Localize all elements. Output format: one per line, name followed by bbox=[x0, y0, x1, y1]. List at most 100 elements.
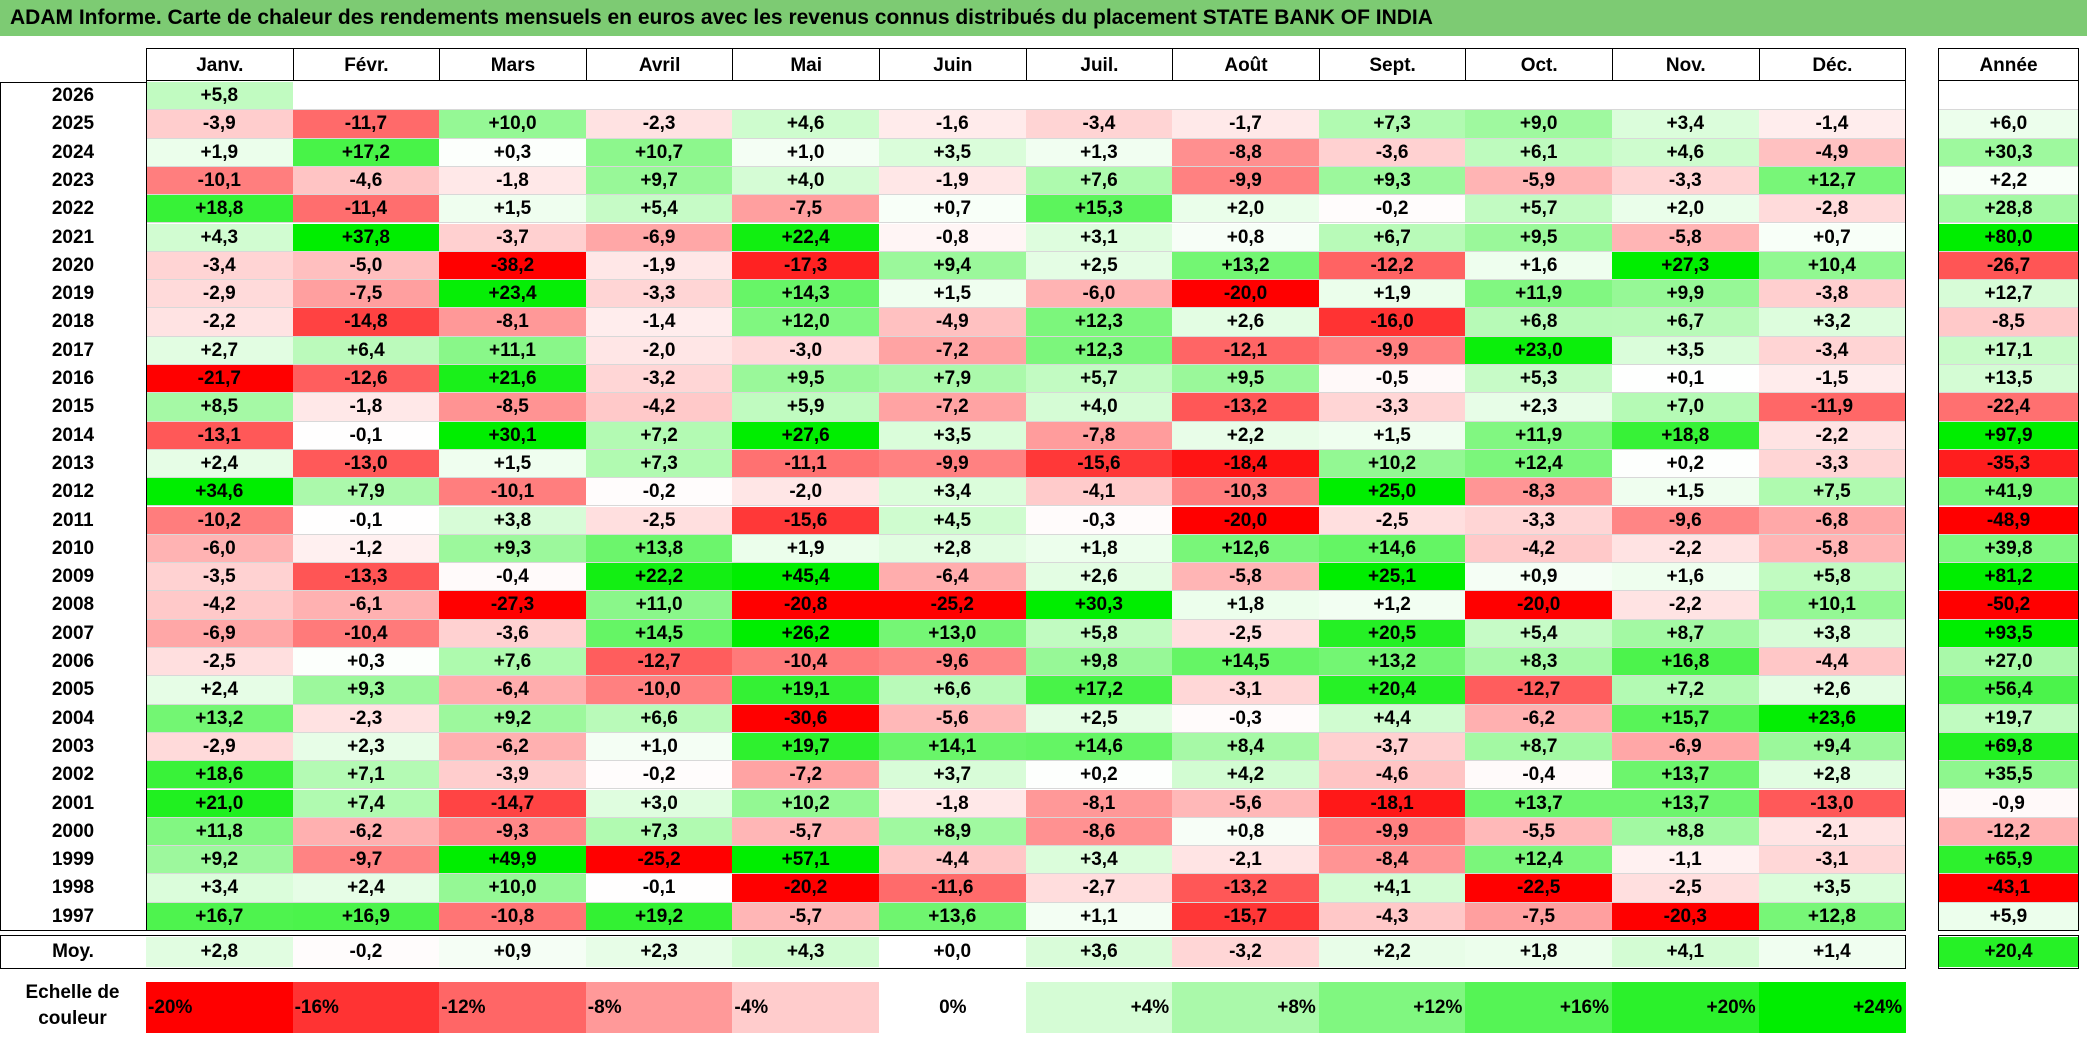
heatmap-cell: -4,3 bbox=[1318, 902, 1467, 931]
average-annual-cell: +20,4 bbox=[1938, 937, 2079, 967]
heatmap-cell: +22,2 bbox=[585, 563, 734, 592]
year-label: 2021 bbox=[51, 226, 95, 248]
heatmap-cell: -3,9 bbox=[146, 110, 294, 139]
heatmap-cell: -7,5 bbox=[1465, 902, 1613, 931]
heatmap-cell: -1,9 bbox=[879, 166, 1027, 196]
heatmap-cell: -6,2 bbox=[292, 817, 441, 847]
heatmap-cell: +11,1 bbox=[439, 336, 587, 365]
heatmap-cell: +22,4 bbox=[732, 223, 880, 252]
heatmap-cell: -1,7 bbox=[1172, 110, 1320, 139]
annual-cell: +41,9 bbox=[1938, 478, 2079, 507]
annual-cell: +2,2 bbox=[1938, 166, 2079, 196]
annual-cell: +80,0 bbox=[1938, 223, 2079, 252]
annual-cell: +17,1 bbox=[1938, 336, 2079, 365]
heatmap-cell: -2,2 bbox=[1758, 421, 1907, 450]
heatmap-cell: -4,2 bbox=[585, 393, 734, 422]
heatmap-cell: +1,3 bbox=[1025, 138, 1174, 167]
heatmap-cell: +13,2 bbox=[146, 704, 294, 733]
heatmap-cell: +1,9 bbox=[146, 138, 294, 167]
heatmap-cell: -0,1 bbox=[292, 421, 441, 450]
heatmap-cell bbox=[1465, 82, 1613, 111]
heatmap-cell: -3,3 bbox=[1612, 166, 1760, 196]
year-label: 2024 bbox=[51, 141, 95, 163]
heatmap-cell: -6,2 bbox=[1465, 704, 1613, 733]
heatmap-cell: +15,3 bbox=[1025, 195, 1174, 224]
heatmap-cell: -3,2 bbox=[585, 365, 734, 394]
heatmap-cell: +1,5 bbox=[879, 280, 1027, 309]
heatmap-cell: +8,5 bbox=[146, 393, 294, 422]
heatmap-cell: +26,2 bbox=[732, 619, 880, 648]
heatmap-cell: +3,2 bbox=[1758, 308, 1907, 337]
heatmap-cell: +13,0 bbox=[879, 619, 1027, 648]
heatmap-cell: +1,9 bbox=[732, 534, 880, 564]
year-label: 2012 bbox=[51, 481, 95, 503]
heatmap-cell: +0,8 bbox=[1172, 223, 1320, 252]
heatmap-cell: +27,3 bbox=[1612, 251, 1760, 281]
month-header: Nov. bbox=[1612, 48, 1760, 81]
annual-cell: -43,1 bbox=[1938, 874, 2079, 903]
heatmap-cell: -0,2 bbox=[585, 478, 734, 507]
heatmap-cell: -3,0 bbox=[732, 336, 880, 365]
heatmap-cell: +57,1 bbox=[732, 846, 880, 875]
year-label: 2001 bbox=[51, 792, 95, 814]
heatmap-cell: -10,4 bbox=[292, 619, 441, 648]
heatmap-cell: +1,5 bbox=[1318, 421, 1467, 450]
heatmap-cell: +2,7 bbox=[146, 336, 294, 365]
heatmap-cell: -10,2 bbox=[146, 506, 294, 535]
annual-cell: +93,5 bbox=[1938, 619, 2079, 648]
heatmap-cell: -4,4 bbox=[879, 846, 1027, 875]
month-header: Oct. bbox=[1465, 48, 1613, 81]
heatmap-cell: +13,7 bbox=[1465, 789, 1613, 818]
year-label: 2009 bbox=[51, 566, 95, 588]
year-label: 1997 bbox=[51, 905, 95, 927]
heatmap-cell: -1,6 bbox=[879, 110, 1027, 139]
heatmap-cell: +7,3 bbox=[1318, 110, 1467, 139]
heatmap-cell: -5,8 bbox=[1612, 223, 1760, 252]
heatmap-cell: -12,1 bbox=[1172, 336, 1320, 365]
heatmap-cell: +2,5 bbox=[1025, 251, 1174, 281]
heatmap-cell: +13,7 bbox=[1612, 761, 1760, 790]
heatmap-cell: +10,4 bbox=[1758, 251, 1907, 281]
heatmap-cell: -3,6 bbox=[439, 619, 587, 648]
annual-cell: +27,0 bbox=[1938, 648, 2079, 677]
heatmap-cell: +30,1 bbox=[439, 421, 587, 450]
year-label: 2026 bbox=[51, 85, 95, 106]
color-scale-label-line2: couleur bbox=[38, 1008, 107, 1029]
heatmap-cell: -7,2 bbox=[879, 336, 1027, 365]
heatmap-cell: +8,9 bbox=[879, 817, 1027, 847]
heatmap-cell: +20,5 bbox=[1318, 619, 1467, 648]
average-cell: +2,2 bbox=[1318, 937, 1467, 967]
heatmap-cell: -4,6 bbox=[292, 166, 441, 196]
heatmap-cell: -3,7 bbox=[1318, 732, 1467, 762]
color-scale-swatch: +4% bbox=[1025, 982, 1174, 1033]
heatmap-cell: +10,2 bbox=[1318, 449, 1467, 479]
heatmap-cell: -6,0 bbox=[1025, 280, 1174, 309]
heatmap-cell: +3,5 bbox=[1612, 336, 1760, 365]
heatmap-cell: +9,3 bbox=[439, 534, 587, 564]
heatmap-cell: -6,9 bbox=[585, 223, 734, 252]
heatmap-cell: +7,2 bbox=[585, 421, 734, 450]
heatmap-cell: +23,6 bbox=[1758, 704, 1907, 733]
heatmap-cell: +23,4 bbox=[439, 280, 587, 309]
color-scale-swatch: +16% bbox=[1465, 982, 1613, 1033]
year-label: 2007 bbox=[51, 622, 95, 644]
heatmap-cell: -38,2 bbox=[439, 251, 587, 281]
heatmap-cell: +5,9 bbox=[732, 393, 880, 422]
month-header: Juil. bbox=[1025, 48, 1174, 81]
heatmap-cell: -13,2 bbox=[1172, 393, 1320, 422]
heatmap-cell bbox=[732, 82, 880, 111]
heatmap-cell: -9,6 bbox=[1612, 506, 1760, 535]
month-header: Août bbox=[1172, 48, 1320, 81]
heatmap-cell: +30,3 bbox=[1025, 591, 1174, 620]
heatmap-cell: +6,7 bbox=[1612, 308, 1760, 337]
heatmap-cell: -4,1 bbox=[1025, 478, 1174, 507]
heatmap-cell: +6,6 bbox=[585, 704, 734, 733]
year-label: 2022 bbox=[51, 198, 95, 220]
heatmap-cell: +9,0 bbox=[1465, 110, 1613, 139]
heatmap-cell: -6,1 bbox=[292, 591, 441, 620]
heatmap-cell bbox=[292, 82, 441, 111]
annual-cell: +65,9 bbox=[1938, 846, 2079, 875]
heatmap-cell: -9,9 bbox=[1172, 166, 1320, 196]
heatmap-cell: -7,2 bbox=[879, 393, 1027, 422]
heatmap-cell: -2,5 bbox=[585, 506, 734, 535]
